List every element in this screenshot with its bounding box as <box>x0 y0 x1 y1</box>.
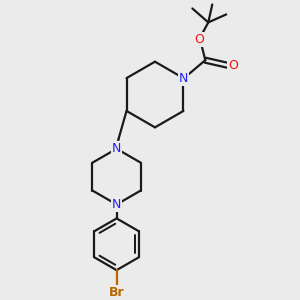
Text: N: N <box>112 198 121 211</box>
Text: N: N <box>179 72 188 85</box>
Text: N: N <box>112 142 121 155</box>
Text: O: O <box>194 33 204 46</box>
Text: O: O <box>228 59 238 72</box>
Text: Br: Br <box>109 286 124 298</box>
